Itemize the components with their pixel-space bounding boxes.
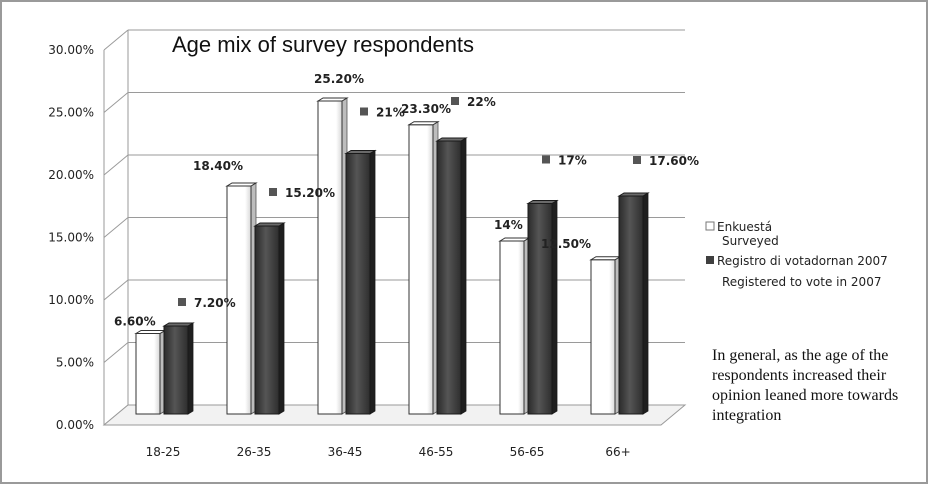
annotation-text: In general, as the age of the respondent… bbox=[712, 347, 899, 424]
y-axis-ticks: 0.00% 5.00% 10.00% 15.00% 20.00% 25.00% 30.00% bbox=[48, 43, 94, 432]
legend-sublabel-surveyed: Surveyed bbox=[722, 234, 779, 248]
gridline-depth bbox=[103, 342, 129, 363]
bar-registered bbox=[253, 222, 286, 415]
data-label-registered: 22% bbox=[467, 95, 496, 109]
gridline-depth bbox=[103, 279, 129, 301]
data-label-marker bbox=[451, 97, 459, 105]
data-labels: 6.60% 7.20% 18.40% 15.20% 25.20% 21%23.30% 22%… bbox=[114, 72, 699, 329]
data-label-surveyed: 12.50% bbox=[541, 237, 591, 251]
bar-surveyed bbox=[498, 237, 531, 415]
bar-registered bbox=[344, 149, 377, 415]
gridline-depth bbox=[103, 29, 129, 51]
x-category-label: 66+ bbox=[605, 445, 630, 459]
legend-sublabel-registered: Registered to vote in 2007 bbox=[722, 275, 881, 289]
bar-surveyed bbox=[134, 329, 167, 415]
y-tick-label: 5.00% bbox=[56, 356, 94, 370]
x-category-label: 46-55 bbox=[419, 445, 454, 459]
data-label-surveyed: 23.30% bbox=[401, 102, 451, 116]
data-label-surveyed: 18.40% bbox=[193, 159, 243, 173]
bar-registered bbox=[526, 199, 559, 415]
bar-registered bbox=[435, 137, 468, 415]
x-axis-categories: 18-25 26-35 36-45 46-55 56-65 66+ bbox=[146, 445, 631, 459]
y-tick-label: 10.00% bbox=[48, 293, 94, 307]
data-label-marker bbox=[269, 188, 277, 196]
chart-title: Age mix of survey respondents bbox=[172, 32, 474, 57]
x-category-label: 18-25 bbox=[146, 445, 181, 459]
data-label-surveyed: 14% bbox=[494, 218, 523, 232]
x-category-label: 26-35 bbox=[237, 445, 272, 459]
y-tick-label: 15.00% bbox=[48, 231, 94, 245]
bar-surveyed bbox=[407, 121, 440, 415]
data-label-surveyed: 25.20% bbox=[314, 72, 364, 86]
legend: Enkuestá Surveyed Registro di votadornan… bbox=[705, 220, 888, 289]
bar-registered bbox=[617, 192, 650, 415]
y-tick-label: 30.00% bbox=[48, 43, 94, 57]
legend-swatch-registered bbox=[706, 256, 714, 264]
data-label-registered: 17.60% bbox=[649, 154, 699, 168]
data-label-registered: 21% bbox=[376, 106, 405, 120]
legend-label-registered: Registro di votadornan 2007 bbox=[717, 254, 888, 268]
data-label-marker bbox=[633, 156, 641, 164]
gridline-depth bbox=[103, 154, 129, 176]
x-category-label: 36-45 bbox=[328, 445, 363, 459]
bar-surveyed bbox=[316, 97, 349, 415]
y-tick-label: 25.00% bbox=[48, 106, 94, 120]
y-tick-label: 0.00% bbox=[56, 418, 94, 432]
gridline-depth bbox=[103, 217, 129, 238]
x-category-label: 56-65 bbox=[510, 445, 545, 459]
legend-label-surveyed: Enkuestá bbox=[717, 220, 772, 234]
data-label-registered: 15.20% bbox=[285, 186, 335, 200]
data-label-marker bbox=[542, 155, 550, 164]
bar-surveyed bbox=[589, 256, 622, 415]
data-label-marker bbox=[360, 107, 368, 116]
bars bbox=[134, 97, 650, 415]
legend-swatch-surveyed bbox=[705, 221, 715, 231]
gridline-depth bbox=[103, 92, 129, 113]
bar-registered bbox=[162, 322, 195, 415]
data-label-marker bbox=[178, 298, 186, 306]
data-label-registered: 7.20% bbox=[194, 296, 236, 310]
data-label-surveyed: 6.60% bbox=[114, 315, 156, 329]
data-label-registered: 17% bbox=[558, 154, 587, 168]
y-tick-label: 20.00% bbox=[48, 168, 94, 182]
